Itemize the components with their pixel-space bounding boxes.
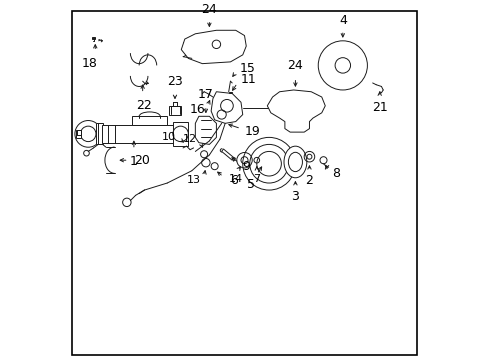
Ellipse shape xyxy=(288,152,302,172)
Polygon shape xyxy=(195,116,216,144)
Polygon shape xyxy=(169,106,181,114)
Polygon shape xyxy=(96,123,103,144)
Polygon shape xyxy=(132,116,167,125)
Text: 10: 10 xyxy=(162,132,176,143)
Text: 14: 14 xyxy=(228,174,243,184)
Polygon shape xyxy=(172,122,188,146)
Text: 17: 17 xyxy=(198,87,213,100)
Text: 3: 3 xyxy=(291,190,299,203)
Text: 8: 8 xyxy=(332,167,340,180)
Text: 13: 13 xyxy=(186,175,200,185)
Text: 15: 15 xyxy=(239,62,255,75)
Polygon shape xyxy=(181,30,246,64)
Text: 2: 2 xyxy=(305,174,313,187)
Text: 16: 16 xyxy=(190,103,205,116)
Text: 6: 6 xyxy=(229,174,238,187)
Text: 24: 24 xyxy=(201,3,217,16)
Text: 23: 23 xyxy=(167,75,183,88)
Text: 18: 18 xyxy=(82,57,98,69)
Polygon shape xyxy=(76,130,81,138)
Text: 21: 21 xyxy=(371,100,387,113)
Text: 11: 11 xyxy=(241,73,256,86)
Text: 5: 5 xyxy=(246,178,255,191)
Polygon shape xyxy=(211,92,242,123)
Text: 19: 19 xyxy=(244,125,260,138)
Text: 9: 9 xyxy=(242,160,250,173)
Polygon shape xyxy=(228,92,232,94)
Polygon shape xyxy=(221,149,233,160)
Text: 20: 20 xyxy=(134,154,149,167)
Text: 12: 12 xyxy=(183,134,197,144)
Polygon shape xyxy=(92,37,95,39)
Text: 24: 24 xyxy=(287,59,303,72)
Text: 7: 7 xyxy=(253,174,260,184)
Polygon shape xyxy=(267,90,325,132)
Text: 22: 22 xyxy=(136,99,152,112)
Text: 4: 4 xyxy=(338,14,346,27)
Text: 1: 1 xyxy=(130,155,138,168)
Polygon shape xyxy=(102,125,174,143)
Ellipse shape xyxy=(284,146,306,178)
